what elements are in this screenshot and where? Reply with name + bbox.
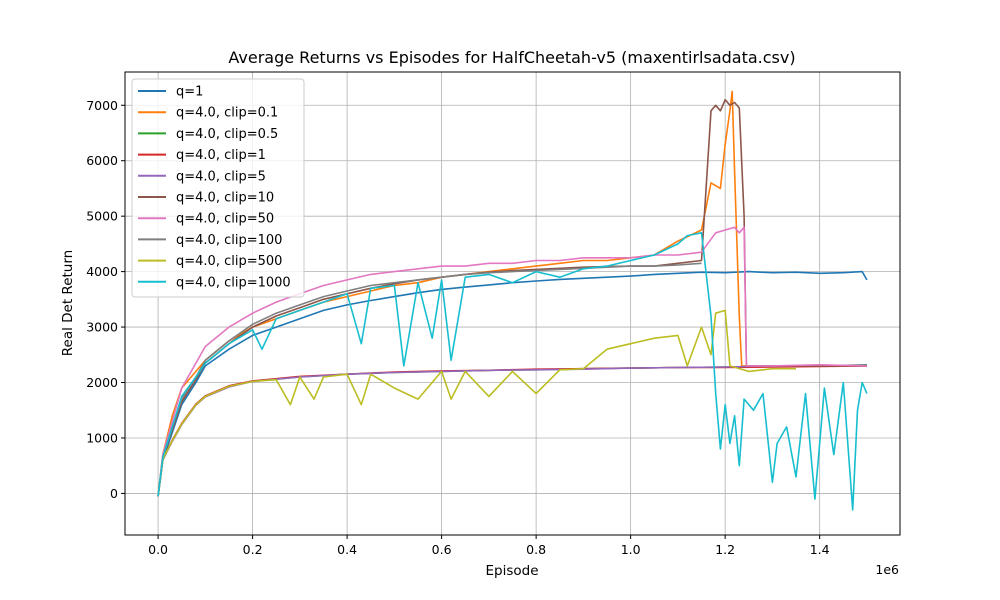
y-tick-label: 1000 (86, 430, 118, 445)
series-line-6 (157, 226, 867, 497)
x-tick-label: 0.8 (526, 542, 546, 557)
x-tick-label: 0.0 (148, 542, 168, 557)
series-lines (157, 90, 868, 511)
legend-label: q=4.0, clip=5 (176, 169, 266, 184)
chart-title: Average Returns vs Episodes for HalfChee… (228, 48, 795, 67)
y-axis-ticks: 0 1000 2000 3000 4000 5000 6000 7000 (86, 98, 125, 501)
legend-label: q=4.0, clip=1 (176, 148, 266, 163)
y-tick-label: 5000 (86, 209, 118, 224)
x-tick-label: 1.2 (715, 542, 735, 557)
series-line-0 (157, 270, 868, 497)
series-line-8 (157, 309, 796, 497)
x-axis-label: Episode (485, 563, 538, 579)
grid-lines (125, 72, 900, 535)
x-tick-label: 0.2 (243, 542, 263, 557)
y-axis-label: Real Det Return (60, 250, 76, 356)
legend-label: q=4.0, clip=10 (176, 191, 274, 206)
plot-frame (124, 71, 901, 536)
legend-label: q=4.0, clip=50 (176, 212, 274, 227)
legend-box (131, 78, 305, 298)
legend-label: q=1 (176, 85, 203, 100)
legend-label: q=4.0, clip=1000 (176, 275, 291, 290)
legend-label: q=4.0, clip=100 (176, 233, 282, 248)
x-tick-label: 0.6 (432, 542, 452, 557)
series-line-9 (157, 232, 868, 511)
y-tick-label: 7000 (86, 98, 118, 113)
legend-label: q=4.0, clip=0.1 (176, 106, 278, 121)
x-tick-label: 1.0 (621, 542, 641, 557)
x-axis-ticks: 0.0 0.2 0.4 0.6 0.8 1.0 1.2 1.4 (148, 535, 830, 557)
legend-label: q=4.0, clip=500 (176, 254, 282, 269)
y-tick-label: 4000 (86, 264, 118, 279)
legend: q=1 q=4.0, clip=0.1 q=4.0, clip=0.5 q=4.0, … (131, 78, 305, 298)
y-tick-label: 0 (110, 486, 118, 501)
y-tick-label: 2000 (86, 375, 118, 390)
y-tick-label: 3000 (86, 320, 118, 335)
x-tick-label: 0.4 (337, 542, 357, 557)
legend-label: q=4.0, clip=0.5 (176, 127, 278, 142)
y-tick-label: 6000 (86, 153, 118, 168)
x-tick-label: 1.4 (810, 542, 830, 557)
x-axis-offset-label: 1e6 (875, 562, 899, 577)
series-line-5 (157, 98, 867, 497)
